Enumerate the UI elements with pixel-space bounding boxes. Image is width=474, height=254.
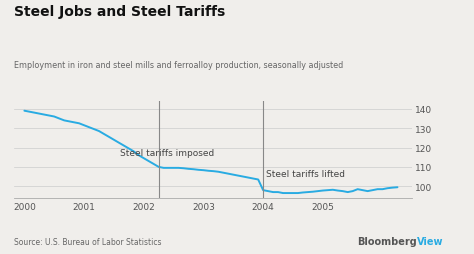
Text: Employment in iron and steel mills and ferroalloy production, seasonally adjuste: Employment in iron and steel mills and f… (14, 61, 344, 70)
Text: Steel tariffs imposed: Steel tariffs imposed (120, 148, 214, 157)
Text: View: View (417, 236, 444, 246)
Text: Steel tariffs lifted: Steel tariffs lifted (266, 169, 345, 179)
Text: Bloomberg: Bloomberg (357, 236, 417, 246)
Text: Source: U.S. Bureau of Labor Statistics: Source: U.S. Bureau of Labor Statistics (14, 237, 162, 246)
Text: Steel Jobs and Steel Tariffs: Steel Jobs and Steel Tariffs (14, 5, 226, 19)
